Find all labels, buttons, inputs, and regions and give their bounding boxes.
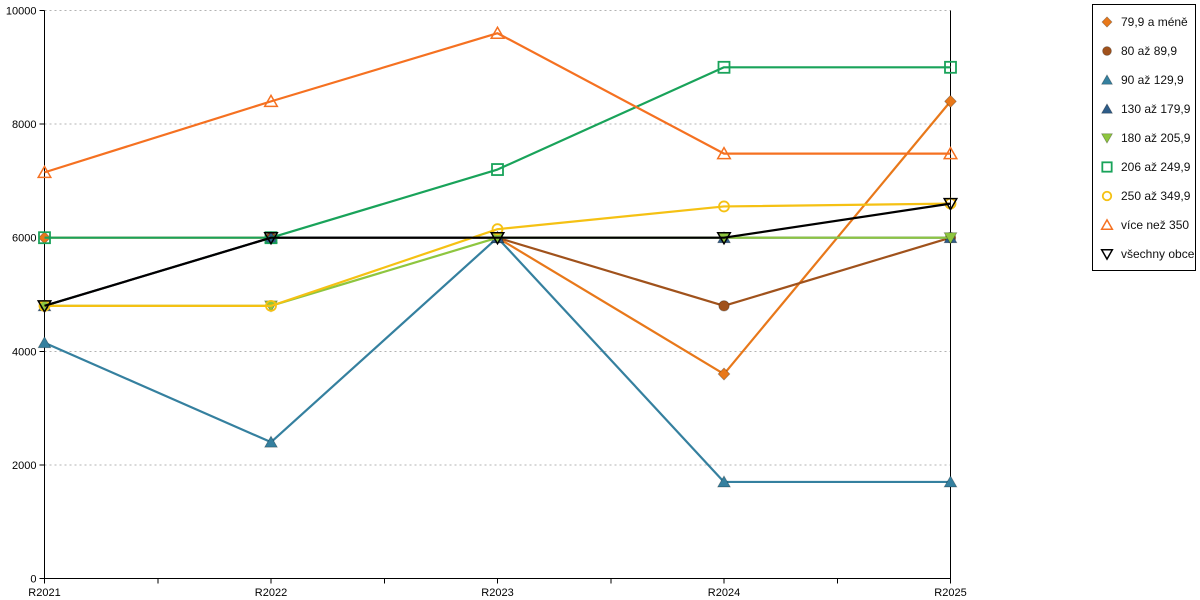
triangle-up-open-marker — [489, 25, 506, 39]
square-open-marker — [38, 231, 51, 245]
triangle-down-open-marker — [489, 231, 506, 246]
triangle-down-filled-marker — [943, 232, 958, 245]
y-tick-label: 8000 — [12, 119, 36, 131]
x-tick-label: R2024 — [708, 587, 740, 599]
square-open-marker — [491, 163, 504, 176]
triangle-up-filled-icon — [1100, 73, 1114, 85]
series-line — [44, 236, 951, 307]
series-line — [44, 32, 951, 174]
diamond-filled-icon — [1101, 15, 1113, 28]
legend-item: 250 až 349,9 — [1099, 181, 1193, 210]
legend-label: 206 až 249,9 — [1121, 159, 1191, 174]
legend-item: všechny obce — [1099, 239, 1195, 268]
triangle-up-open-marker — [36, 164, 53, 179]
circle-filled-icon — [1102, 45, 1112, 56]
diamond-filled-marker — [944, 94, 957, 108]
legend-item: 79,9 a méně — [1099, 7, 1193, 36]
y-tick-label: 6000 — [12, 233, 36, 245]
x-axis-ticks: R2021 R2022 R2023 R2024 R2025 — [28, 578, 967, 599]
triangle-up-filled-marker — [37, 335, 52, 349]
series-line — [44, 202, 951, 307]
circle-open-marker — [718, 200, 730, 213]
series-line — [44, 202, 951, 307]
triangle-up-open-icon — [1100, 217, 1114, 230]
series-7 — [36, 25, 959, 179]
square-open-marker — [944, 60, 957, 74]
legend-item: 90 až 129,9 — [1099, 65, 1193, 94]
triangle-down-open-marker — [36, 300, 53, 314]
series-line — [44, 236, 951, 307]
triangle-down-open-icon — [1100, 248, 1114, 261]
circle-filled-marker — [718, 300, 730, 312]
diamond-filled-marker — [717, 367, 731, 381]
triangle-up-open-marker — [263, 93, 279, 108]
circle-open-marker — [491, 223, 504, 236]
square-open-marker — [717, 60, 731, 74]
y-tick-label: 4000 — [12, 346, 36, 358]
square-open-icon — [1101, 160, 1113, 173]
legend-label: 79,9 a méně — [1121, 14, 1188, 29]
legend-label: 130 až 179,9 — [1121, 101, 1191, 116]
triangle-up-filled-marker — [943, 475, 958, 488]
x-tick-label: R2025 — [934, 587, 966, 599]
series-line — [44, 66, 951, 239]
series-6 — [38, 197, 957, 312]
triangle-up-filled-marker — [717, 475, 731, 488]
legend-item: více než 350 — [1099, 210, 1193, 239]
legend-item: 80 až 89,9 — [1099, 36, 1193, 65]
series-5 — [38, 60, 957, 245]
x-tick-label: R2023 — [481, 587, 513, 599]
legend-item: 130 až 179,9 — [1099, 94, 1193, 123]
triangle-down-filled-icon — [1100, 132, 1114, 144]
series-2 — [37, 230, 958, 488]
legend-label: více než 350 — [1121, 217, 1190, 232]
triangle-down-open-marker — [716, 231, 732, 246]
legend-item: 180 až 205,9 — [1099, 123, 1193, 152]
triangle-up-filled-icon — [1100, 102, 1114, 114]
series-8 — [36, 197, 959, 314]
circle-open-icon — [1101, 190, 1113, 201]
legend: 79,9 a méně 80 až 89,9 90 až 129,9 130 až 1… — [1092, 4, 1196, 271]
y-tick-label: 10000 — [6, 6, 37, 18]
x-tick-label: R2022 — [255, 587, 287, 599]
circle-open-marker — [265, 299, 277, 312]
legend-label: 90 až 129,9 — [1121, 72, 1184, 87]
axes — [44, 10, 951, 579]
y-axis-ticks: 0 2000 4000 6000 8000 10000 — [6, 6, 45, 586]
series-line — [44, 236, 951, 484]
series-line — [44, 236, 951, 307]
legend-item: 206 až 249,9 — [1099, 152, 1193, 181]
triangle-down-open-marker — [263, 231, 279, 246]
legend-label: 250 až 349,9 — [1121, 188, 1191, 203]
triangle-up-open-marker — [716, 146, 732, 160]
triangle-up-filled-marker — [264, 435, 278, 448]
legend-label: všechny obce — [1121, 246, 1195, 261]
triangle-down-open-marker — [942, 197, 959, 212]
triangle-up-open-marker — [942, 146, 959, 160]
x-tick-label: R2021 — [28, 587, 60, 599]
legend-label: 80 až 89,9 — [1121, 43, 1178, 58]
y-tick-label: 0 — [30, 574, 36, 586]
y-tick-label: 2000 — [12, 460, 36, 472]
legend-label: 180 až 205,9 — [1121, 130, 1191, 145]
